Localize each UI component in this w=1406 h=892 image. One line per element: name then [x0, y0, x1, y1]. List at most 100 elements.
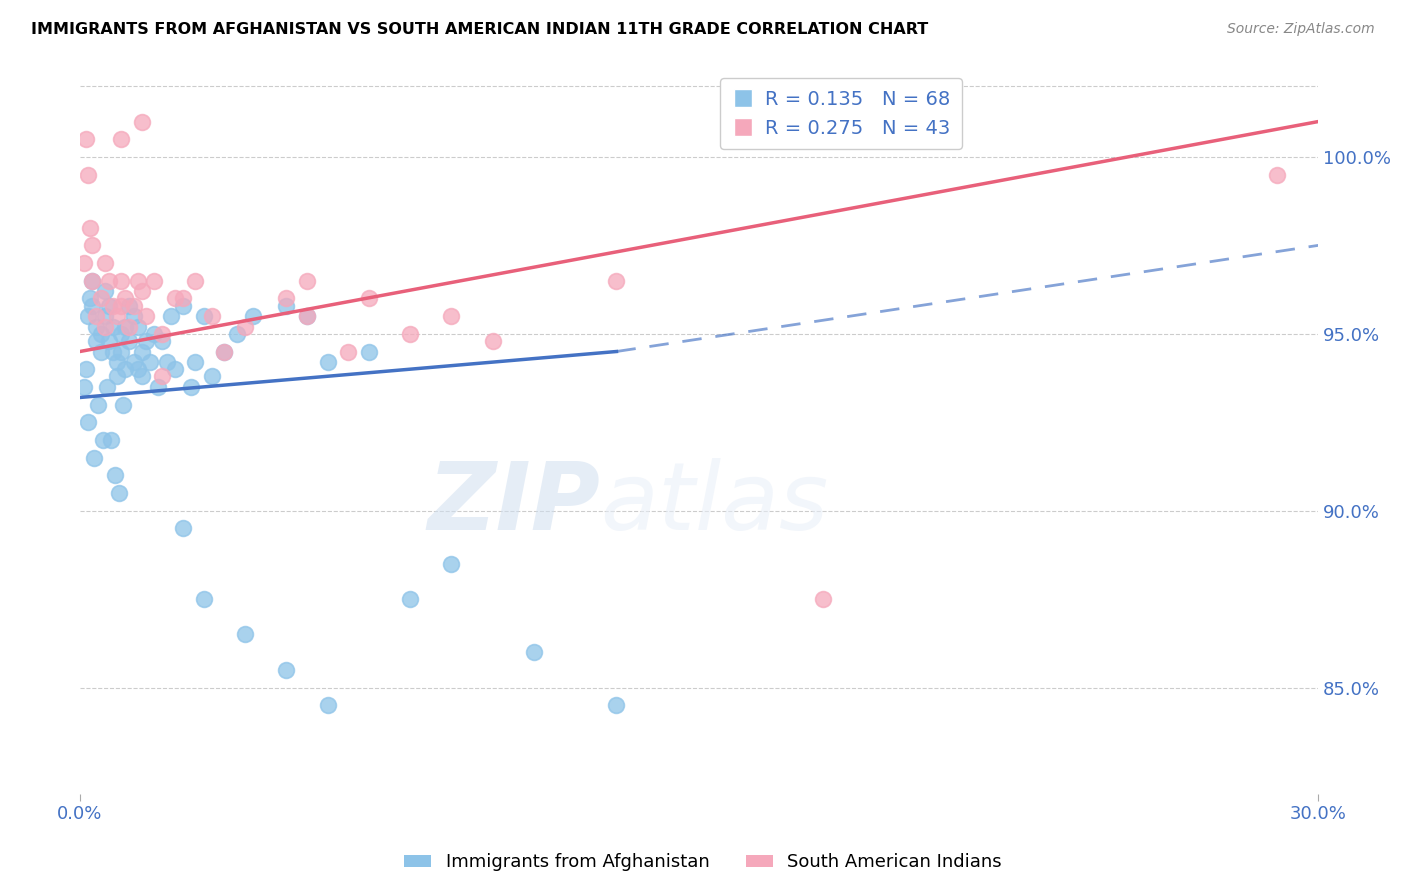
Point [110, 132, 132, 146]
Point [82, 274, 104, 288]
Point [86, 319, 108, 334]
Point [127, 274, 149, 288]
Point [172, 299, 194, 313]
Point [86, 309, 108, 323]
Point [201, 369, 224, 384]
Text: IMMIGRANTS FROM AFGHANISTAN VS SOUTH AMERICAN INDIAN 11TH GRADE CORRELATION CHAR: IMMIGRANTS FROM AFGHANISTAN VS SOUTH AME… [31, 22, 928, 37]
Point [79, 220, 101, 235]
Point [139, 355, 162, 369]
Text: atlas: atlas [600, 458, 828, 549]
Point [122, 299, 145, 313]
Point [193, 592, 215, 607]
Point [77, 415, 100, 429]
Point [89, 326, 111, 341]
Point [172, 521, 194, 535]
Point [172, 292, 194, 306]
Point [101, 299, 124, 313]
Point [184, 274, 207, 288]
Point [97, 299, 120, 313]
Point [118, 334, 141, 348]
Point [86, 334, 108, 348]
Point [105, 309, 128, 323]
Point [100, 433, 122, 447]
Point [75, 132, 97, 146]
Point [295, 309, 318, 323]
Point [201, 309, 224, 323]
Point [127, 362, 149, 376]
Point [93, 319, 115, 334]
Point [143, 274, 166, 288]
Point [110, 274, 132, 288]
Point [233, 319, 256, 334]
Point [97, 334, 120, 348]
Point [110, 344, 132, 359]
Point [87, 398, 110, 412]
Point [148, 380, 170, 394]
Point [163, 292, 186, 306]
Point [122, 355, 145, 369]
Point [152, 369, 174, 384]
Point [127, 319, 149, 334]
Point [295, 309, 318, 323]
Point [225, 326, 247, 341]
Point [276, 663, 298, 677]
Point [118, 319, 141, 334]
Point [101, 319, 124, 334]
Point [155, 355, 177, 369]
Point [114, 292, 136, 306]
Point [295, 274, 318, 288]
Point [399, 326, 422, 341]
Point [233, 627, 256, 641]
Point [96, 380, 118, 394]
Point [163, 362, 186, 376]
Point [135, 334, 157, 348]
Point [135, 309, 157, 323]
Point [152, 326, 174, 341]
Point [77, 168, 100, 182]
Point [159, 309, 181, 323]
Point [73, 380, 96, 394]
Point [114, 319, 136, 334]
Point [180, 380, 202, 394]
Point [811, 592, 834, 607]
Point [83, 450, 105, 465]
Point [108, 486, 131, 500]
Point [152, 334, 174, 348]
Point [337, 344, 360, 359]
Point [89, 292, 111, 306]
Point [110, 299, 132, 313]
Point [105, 355, 128, 369]
Point [357, 292, 380, 306]
Point [118, 299, 141, 313]
Point [440, 557, 463, 571]
Point [110, 326, 132, 341]
Point [112, 398, 135, 412]
Point [131, 285, 153, 299]
Point [143, 326, 166, 341]
Point [357, 344, 380, 359]
Point [605, 274, 627, 288]
Point [104, 468, 127, 483]
Point [93, 256, 115, 270]
Point [399, 592, 422, 607]
Text: ZIP: ZIP [427, 458, 600, 549]
Point [82, 274, 104, 288]
Point [131, 344, 153, 359]
Legend: Immigrants from Afghanistan, South American Indians: Immigrants from Afghanistan, South Ameri… [396, 847, 1010, 879]
Point [131, 114, 153, 128]
Point [101, 344, 124, 359]
Point [523, 645, 546, 659]
Point [184, 355, 207, 369]
Point [316, 698, 339, 713]
Point [73, 256, 96, 270]
Point [276, 292, 298, 306]
Point [193, 309, 215, 323]
Point [105, 369, 128, 384]
Point [79, 292, 101, 306]
Point [114, 362, 136, 376]
Point [605, 698, 627, 713]
Point [75, 362, 97, 376]
Point [214, 344, 236, 359]
Point [93, 285, 115, 299]
Point [89, 344, 111, 359]
